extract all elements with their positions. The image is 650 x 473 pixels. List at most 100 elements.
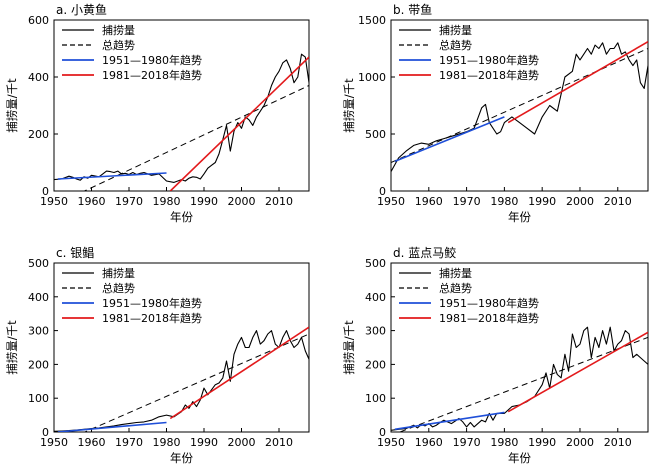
chart2-legend-label-0: 捕捞量 <box>102 266 135 280</box>
chart3-title: d. 蓝点马鲛 <box>393 245 456 260</box>
chart3-ylabel: 捕捞量/千t <box>342 320 356 375</box>
chart1-xtick-label: 2010 <box>604 195 632 208</box>
chart0-legend-label-0: 捕捞量 <box>102 23 135 37</box>
chart2-legend-label-2: 1951—1980年趋势 <box>102 296 202 310</box>
chart1-legend-label-0: 捕捞量 <box>439 23 472 37</box>
chart1-legend-label-2: 1951—1980年趋势 <box>439 53 539 67</box>
chart3-ytick-label: 0 <box>379 426 386 439</box>
chart1-xlabel: 年份 <box>508 210 531 224</box>
chart2-late-trend-line <box>169 326 309 420</box>
chart0-xtick-label: 2000 <box>228 195 256 208</box>
chart3-legend-label-1: 总趋势 <box>439 281 472 295</box>
chart3-ytick-label: 100 <box>365 392 386 405</box>
chart3-xtick-label: 2010 <box>604 436 632 449</box>
chart2-plot-frame <box>53 262 310 433</box>
chart3-legend-label-3: 1981—2018年趋势 <box>439 311 539 325</box>
chart3-plot-frame <box>390 262 649 433</box>
chart0-ylabel: 捕捞量/千t <box>5 78 19 133</box>
chart2-ytick-label: 400 <box>28 291 49 304</box>
chart2-legend-label-1: 总趋势 <box>102 281 135 295</box>
chart0-panel: a. 小黄鱼 1950 1960 1970 1980 1990 2000 2010 0 200 40… <box>5 3 310 224</box>
chart1-xtick-label: 1970 <box>453 195 481 208</box>
chart3-xtick-label: 2000 <box>566 436 594 449</box>
chart1-ytick-label: 500 <box>365 128 386 141</box>
chart1-legend-label-1: 总趋势 <box>439 38 472 52</box>
chart3-xlabel: 年份 <box>508 451 531 465</box>
chart0-legend-label-2: 1951—1980年趋势 <box>102 53 202 67</box>
chart1-ylabel: 捕捞量/千t <box>342 78 356 133</box>
chart1-ytick-label: 0 <box>379 185 386 198</box>
chart0-title: a. 小黄鱼 <box>56 3 107 17</box>
chart2-xtick-label: 2010 <box>265 436 293 449</box>
chart2-ylabel: 捕捞量/千t <box>5 320 19 375</box>
chart3-legend-label-0: 捕捞量 <box>439 266 472 280</box>
chart3-xtick-label: 1950 <box>377 436 405 449</box>
chart1-xtick-label: 1990 <box>528 195 556 208</box>
chart3-ytick-label: 400 <box>365 291 386 304</box>
chart1-late-trend-line <box>507 41 648 124</box>
chart2-overall-trend-line <box>83 333 309 432</box>
chart0-overall-trend-line <box>83 85 309 191</box>
chart1-xtick-label: 1950 <box>377 195 405 208</box>
chart1-ytick-label: 1000 <box>358 71 386 84</box>
chart3-early-trend-line <box>394 411 505 431</box>
chart1-panel: b. 带鱼 1950 1960 1970 1980 1990 2000 2010 0 500 100… <box>342 3 649 224</box>
chart0-early-trend-line <box>57 172 167 180</box>
chart1-xtick-label: 1960 <box>415 195 443 208</box>
chart1-xtick-label: 2000 <box>566 195 594 208</box>
chart3-xtick-label: 1990 <box>528 436 556 449</box>
chart0-xtick-label: 1990 <box>190 195 218 208</box>
chart0-ytick-label: 600 <box>28 14 49 27</box>
chart3-legend-label-2: 1951—1980年趋势 <box>439 296 539 310</box>
chart3-catch-series-line <box>391 326 648 431</box>
chart0-catch-series-line <box>54 53 309 183</box>
chart0-ytick-label: 200 <box>28 128 49 141</box>
chart0-xtick-label: 1970 <box>115 195 143 208</box>
chart3-overall-trend-line <box>398 336 648 432</box>
chart0-late-trend-line <box>169 56 309 191</box>
chart3-panel: d. 蓝点马鲛 1950 1960 1970 1980 1990 2000 2010 0 100 2… <box>342 245 649 465</box>
chart3-ytick-label: 500 <box>365 257 386 270</box>
chart3-late-trend-line <box>507 331 648 413</box>
chart0-xtick-label: 1950 <box>40 195 68 208</box>
chart0-xtick-label: 2010 <box>265 195 293 208</box>
chart2-ytick-label: 500 <box>28 257 49 270</box>
chart2-early-trend-line <box>57 421 167 432</box>
chart2-catch-series-line <box>54 330 309 432</box>
chart3-ytick-label: 200 <box>365 358 386 371</box>
chart2-xtick-label: 2000 <box>228 436 256 449</box>
chart0-ytick-label: 0 <box>42 185 49 198</box>
chart1-title: b. 带鱼 <box>393 3 432 17</box>
chart0-xlabel: 年份 <box>170 210 193 224</box>
chart2-xlabel: 年份 <box>170 451 193 465</box>
chart2-title: c. 银鲳 <box>56 246 94 260</box>
chart0-xtick-label: 1960 <box>78 195 106 208</box>
chart0-xtick-label: 1980 <box>153 195 181 208</box>
chart0-plot-frame <box>53 19 310 192</box>
chart3-xtick-label: 1980 <box>490 436 518 449</box>
chart3-xtick-label: 1960 <box>415 436 443 449</box>
chart0-ytick-label: 400 <box>28 71 49 84</box>
chart0-legend-label-3: 1981—2018年趋势 <box>102 68 202 82</box>
chart2-xtick-label: 1980 <box>153 436 181 449</box>
chart2-ytick-label: 200 <box>28 358 49 371</box>
chart2-xtick-label: 1990 <box>190 436 218 449</box>
chart2-ytick-label: 100 <box>28 392 49 405</box>
chart0-legend-label-1: 总趋势 <box>102 38 135 52</box>
chart1-legend-label-3: 1981—2018年趋势 <box>439 68 539 82</box>
chart1-early-trend-line <box>394 116 505 163</box>
chart2-ytick-label: 0 <box>42 426 49 439</box>
chart1-ytick-label: 1500 <box>358 14 386 27</box>
chart2-xtick-label: 1970 <box>115 436 143 449</box>
chart1-xtick-label: 1980 <box>490 195 518 208</box>
chart3-ytick-label: 300 <box>365 325 386 338</box>
chart1-overall-trend-line <box>391 48 648 163</box>
chart2-ytick-label: 300 <box>28 325 49 338</box>
chart3-xtick-label: 1970 <box>453 436 481 449</box>
chart1-plot-frame <box>390 19 649 192</box>
chart2-panel: c. 银鲳 1950 1960 1970 1980 1990 2000 2010 0 100 200… <box>5 246 310 465</box>
chart2-legend-label-3: 1981—2018年趋势 <box>102 311 202 325</box>
chart2-xtick-label: 1950 <box>40 436 68 449</box>
chart2-xtick-label: 1960 <box>78 436 106 449</box>
